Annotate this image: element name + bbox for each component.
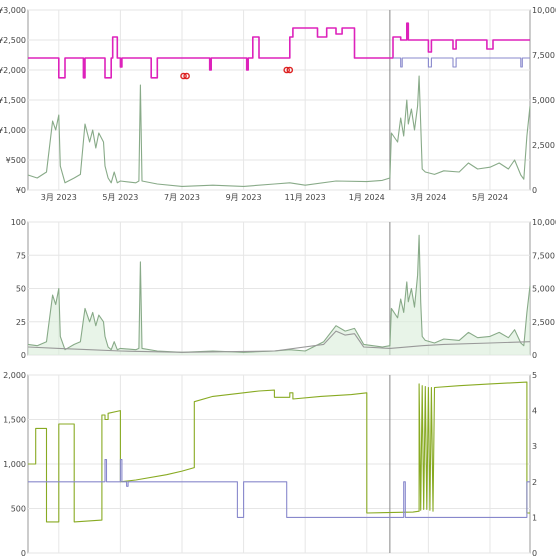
x-tick-label: 1月 2024 [349,193,385,202]
y-left-tick-label: 50 [16,285,26,294]
y-right-tick-label: 0 [532,549,537,556]
series-4-point [283,66,290,74]
y-right-tick-label: 1 [532,513,537,522]
series-2-line [28,459,530,518]
y-right-tick-label: 5,000 [532,285,555,294]
series-4-point [183,72,190,80]
y-right-tick-label: 5,000 [532,96,555,105]
y-right-tick-label: 2,500 [532,318,555,327]
y-right-tick-label: 2 [532,478,537,487]
y-left-tick-label: 1,500 [3,416,26,425]
y-left-tick-label: 1,000 [3,460,26,469]
y-left-tick-label: ¥0 [16,186,26,195]
y-left-tick-label: 0 [21,549,26,556]
series-1-line [28,22,530,79]
series-4-point [180,72,187,80]
y-right-tick-label: 0 [532,351,537,360]
y-right-tick-label: 10,000 [532,218,556,227]
y-right-tick-label: 3 [532,442,537,451]
y-left-tick-label: 25 [16,318,26,327]
series-1-area [28,235,530,355]
series-1-line [28,381,530,523]
x-tick-label: 3月 2023 [41,193,77,202]
y-left-tick-label: ¥1,500 [0,96,26,105]
series-1-line [27,234,531,353]
series-3-line [27,75,531,187]
y-left-tick-label: 75 [16,251,26,260]
y-right-tick-label: 4 [532,407,537,416]
x-tick-label: 7月 2023 [164,193,200,202]
y-right-tick-label: 5 [532,371,537,380]
x-tick-label: 3月 2024 [410,193,446,202]
y-right-tick-label: 10,000 [532,6,556,15]
y-left-tick-label: 100 [11,218,26,227]
y-right-tick-label: 2,500 [532,141,555,150]
series-2-line [27,330,531,353]
series-2-line [393,57,530,68]
y-left-tick-label: ¥3,000 [0,6,26,15]
y-left-tick-label: 2,000 [3,371,26,380]
y-left-tick-label: ¥2,000 [0,66,26,75]
series-4-point [286,66,294,74]
y-left-tick-label: ¥1,000 [0,126,26,135]
y-left-tick-label: 500 [11,505,26,514]
x-tick-label: 11月 2023 [285,193,326,202]
y-left-tick-label: ¥2,500 [0,36,26,45]
x-tick-label: 5月 2023 [102,193,138,202]
y-left-tick-label: ¥500 [6,156,26,165]
y-right-tick-label: 0 [532,186,537,195]
x-tick-label: 9月 2023 [226,193,262,202]
y-right-tick-label: 7,500 [532,51,555,60]
x-tick-label: 5月 2024 [472,193,508,202]
y-left-tick-label: 0 [21,351,26,360]
y-right-tick-label: 7,500 [532,251,555,260]
